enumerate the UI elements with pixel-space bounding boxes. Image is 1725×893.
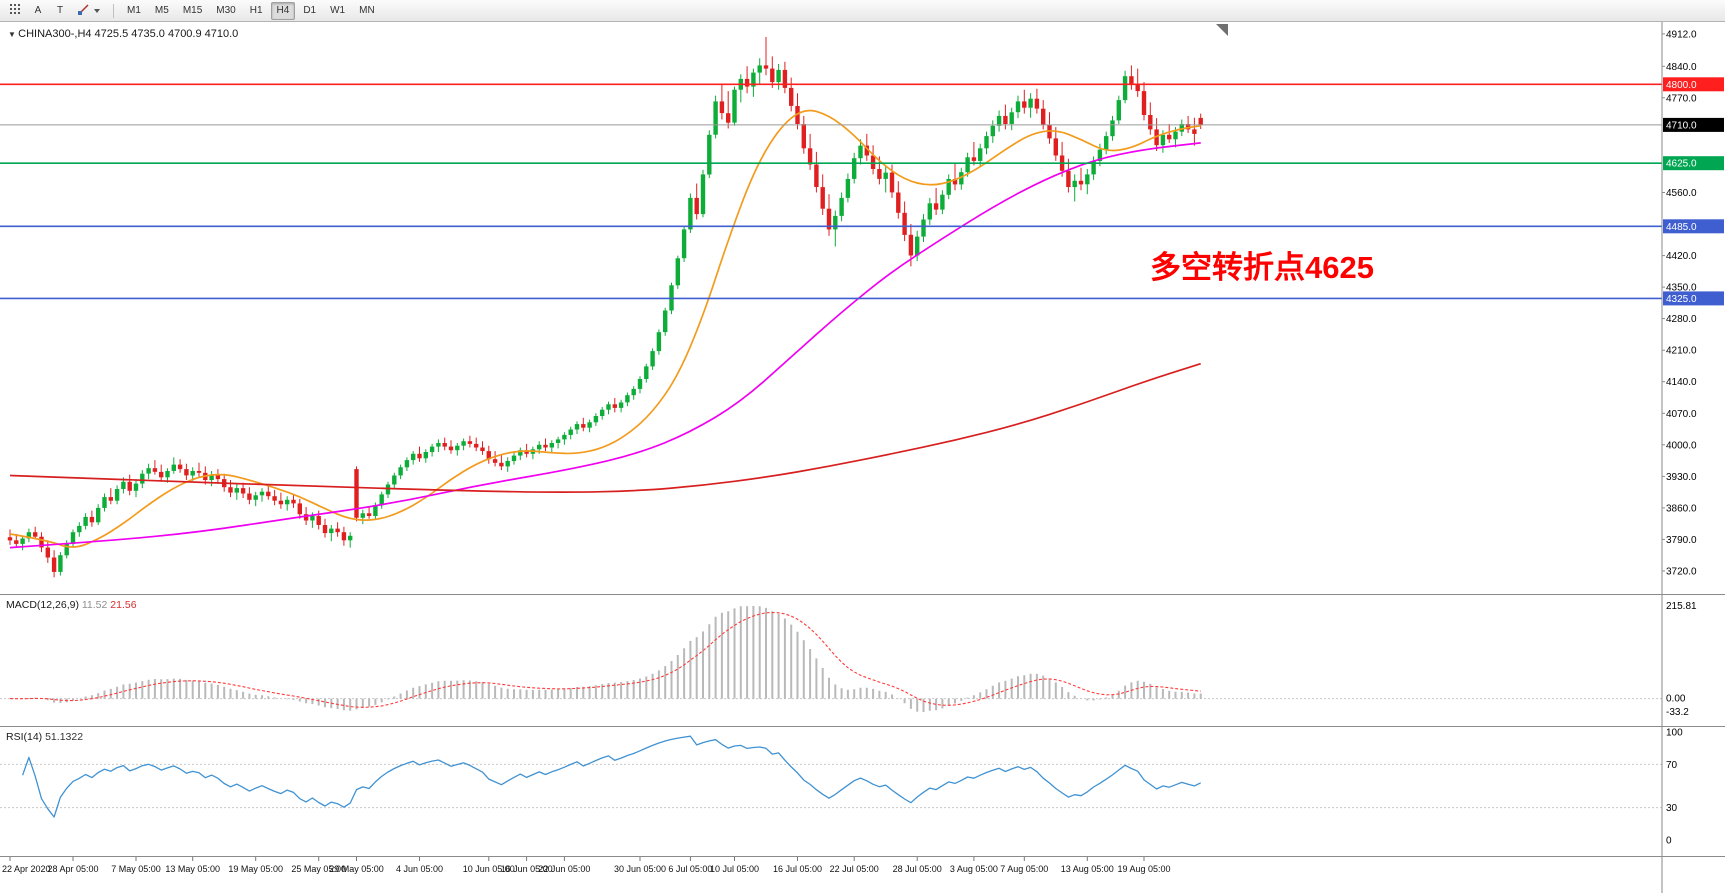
rsi-axis-label-100: 100 [1666, 728, 1683, 739]
price-tick-label: 3930.0 [1666, 472, 1697, 483]
time-label: 6 Jul 05:00 [668, 864, 712, 874]
price-tick-label: 3720.0 [1666, 567, 1697, 578]
price-badge-4325: 4325.0 [1663, 291, 1724, 306]
time-label: 7 Aug 05:00 [1000, 864, 1048, 874]
rsi-axis-label-0: 0 [1666, 836, 1672, 847]
price-badge-4485: 4485.0 [1663, 219, 1724, 234]
timeframe-button-m1[interactable]: M1 [127, 5, 141, 16]
rsi-axis-label-30: 30 [1666, 803, 1678, 814]
time-label: 22 Apr 2020 [2, 864, 51, 874]
time-label: 3 Aug 05:00 [950, 864, 998, 874]
grid-icon [10, 4, 20, 17]
timeframe-button-m15[interactable]: M15 [182, 5, 203, 16]
timeframe-button-d1[interactable]: D1 [303, 5, 317, 16]
price-tick-label: 4210.0 [1666, 346, 1697, 357]
text-tool-button[interactable]: A [34, 5, 42, 16]
timeframe-button-m5[interactable]: M5 [154, 5, 169, 16]
time-label: 19 May 05:00 [228, 864, 283, 874]
timeframe-button-mn[interactable]: MN [359, 5, 375, 16]
price-tick-label: 4140.0 [1666, 377, 1697, 388]
macd-histogram [15, 606, 1202, 712]
price-tick-label: 4560.0 [1666, 188, 1697, 199]
timeframe-button-h4[interactable]: H4 [270, 1, 296, 20]
time-label: 19 Aug 05:00 [1117, 864, 1170, 874]
rsi-line [21, 735, 1201, 818]
price-badge-4800: 4800.0 [1663, 77, 1724, 92]
macd-panel[interactable]: MACD(12,26,9) 11.52 21.56 215.81 0.00 -33.2 [0, 594, 1725, 726]
price-badge-4625: 4625.0 [1663, 156, 1724, 171]
price-tick-label: 4912.0 [1666, 29, 1697, 40]
time-label: 30 Jun 05:00 [614, 864, 666, 874]
time-label: 16 Jul 05:00 [773, 864, 822, 874]
annotation-text[interactable]: 多空转折点4625 [1150, 250, 1374, 285]
rsi-label: RSI(14) 51.1322 [6, 731, 83, 743]
chevron-down-icon [94, 8, 100, 13]
ma-medium-magenta-line [9, 142, 1201, 549]
macd-axis-min: -33.2 [1666, 707, 1689, 718]
rsi-panel[interactable]: RSI(14) 51.1322 100 70 30 0 [0, 726, 1725, 856]
toolbar: A T M1 M5 M15 M30 H1 H4 D1 W1 MN [0, 0, 1725, 22]
svg-text:4485.0: 4485.0 [1666, 222, 1697, 233]
toolbar-separator [113, 3, 114, 18]
ma-fast-orange-line [9, 109, 1201, 548]
time-label: 4 Jun 05:00 [396, 864, 443, 874]
time-label: 13 Aug 05:00 [1061, 864, 1114, 874]
ma-slow-red-line [9, 362, 1201, 493]
shapes-icon [78, 3, 90, 18]
time-label: 29 May 05:00 [329, 864, 384, 874]
time-label: 16 Jun 05:00 [501, 864, 553, 874]
svg-text:4325.0: 4325.0 [1666, 294, 1697, 305]
price-tick-label: 4000.0 [1666, 440, 1697, 451]
chart-shift-marker[interactable] [1216, 24, 1228, 36]
chart-symbol-title: ▼ CHINA300-,H4 4725.5 4735.0 4700.9 4710… [8, 28, 238, 40]
time-label: 13 May 05:00 [165, 864, 220, 874]
time-label: 28 Apr 05:00 [47, 864, 98, 874]
macd-signal-line [9, 611, 1201, 708]
timeframe-button-group: M1 M5 M15 M30 H1 H4 D1 W1 MN [121, 1, 381, 20]
time-label: 7 May 05:00 [111, 864, 161, 874]
timeframe-button-h1[interactable]: H1 [249, 5, 263, 16]
price-tick-label: 4070.0 [1666, 409, 1697, 420]
time-label: 10 Jul 05:00 [710, 864, 759, 874]
price-tick-label: 3860.0 [1666, 503, 1697, 514]
svg-text:4625.0: 4625.0 [1666, 159, 1697, 170]
price-tick-label: 4770.0 [1666, 93, 1697, 104]
rsi-axis-label-70: 70 [1666, 760, 1678, 771]
price-tick-label: 4350.0 [1666, 283, 1697, 294]
price-tick-label: 4280.0 [1666, 314, 1697, 325]
price-badge-4710: 4710.0 [1663, 117, 1724, 132]
time-label: 25 May 05:00 [291, 864, 346, 874]
price-tick-label: 4420.0 [1666, 251, 1697, 262]
svg-text:4710.0: 4710.0 [1666, 120, 1697, 131]
time-label: 28 Jul 05:00 [893, 864, 942, 874]
macd-axis-max: 215.81 [1666, 601, 1697, 612]
grid-tool-button[interactable] [4, 2, 26, 20]
price-tick-label: 3790.0 [1666, 535, 1697, 546]
timeframe-button-m30[interactable]: M30 [216, 5, 236, 16]
price-tick-label: 4840.0 [1666, 62, 1697, 73]
timeframe-button-w1[interactable]: W1 [330, 5, 346, 16]
time-label: 10 Jun 05:00 [463, 864, 515, 874]
time-label: 22 Jun 05:00 [538, 864, 590, 874]
shapes-tool-button[interactable] [72, 2, 106, 20]
macd-axis-zero: 0.00 [1666, 694, 1686, 705]
svg-text:4800.0: 4800.0 [1666, 80, 1697, 91]
time-label: 22 Jul 05:00 [830, 864, 879, 874]
type-tool-button[interactable]: T [56, 5, 64, 16]
main-chart-panel[interactable]: ▼ CHINA300-,H4 4725.5 4735.0 4700.9 4710… [0, 22, 1725, 594]
macd-label: MACD(12,26,9) 11.52 21.56 [6, 599, 137, 611]
